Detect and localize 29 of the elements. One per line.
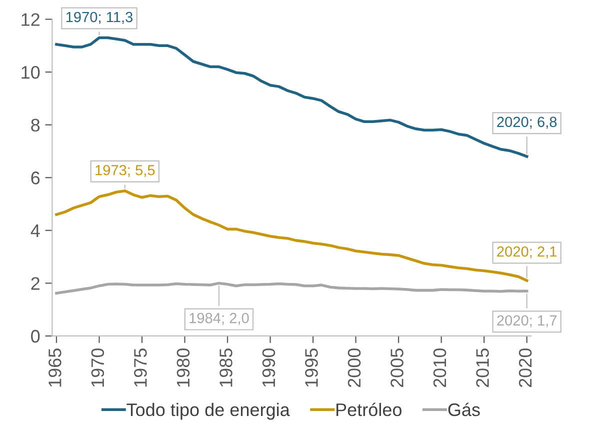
x-tick-label: 1995 <box>305 348 318 387</box>
line-series <box>55 282 528 295</box>
y-tick-label: 12 <box>22 13 40 26</box>
x-tick-label: 1990 <box>262 348 276 387</box>
x-tick-label: 2015 <box>476 348 489 388</box>
x-tick-label: 2005 <box>390 348 404 388</box>
y-tick-label: 0 <box>31 330 40 343</box>
x-tick-label: 1975 <box>134 348 147 387</box>
x-tick-label: 1965 <box>48 348 62 387</box>
annotation: 2020; 2,1 <box>497 246 557 258</box>
x-tick-label: 1980 <box>176 348 190 387</box>
y-tick-label: 4 <box>30 224 40 237</box>
annotation: 1973; 5,5 <box>96 164 155 178</box>
annotation: 2020; 6,8 <box>497 116 557 129</box>
annotation: 2020; 1,7 <box>497 315 557 328</box>
annotation: 1970; 11,3 <box>66 12 133 24</box>
x-tick-label: 1985 <box>220 348 232 387</box>
x-tick-label: 2010 <box>433 348 446 388</box>
x-tick-label: 2020 <box>518 348 532 388</box>
legend-label: Gás <box>448 402 480 416</box>
x-tick-label: 1970 <box>91 348 104 387</box>
y-tick-label: 6 <box>31 172 40 184</box>
x-tick-label: 2000 <box>348 348 361 388</box>
legend-label: Petróleo <box>336 402 402 416</box>
legend-label: Todo tipo de energia <box>126 402 290 420</box>
y-tick-label: 2 <box>31 277 40 290</box>
y-tick-label: 10 <box>22 66 40 79</box>
y-tick-label: 8 <box>31 118 40 132</box>
annotation: 1984; 2,0 <box>190 312 249 325</box>
